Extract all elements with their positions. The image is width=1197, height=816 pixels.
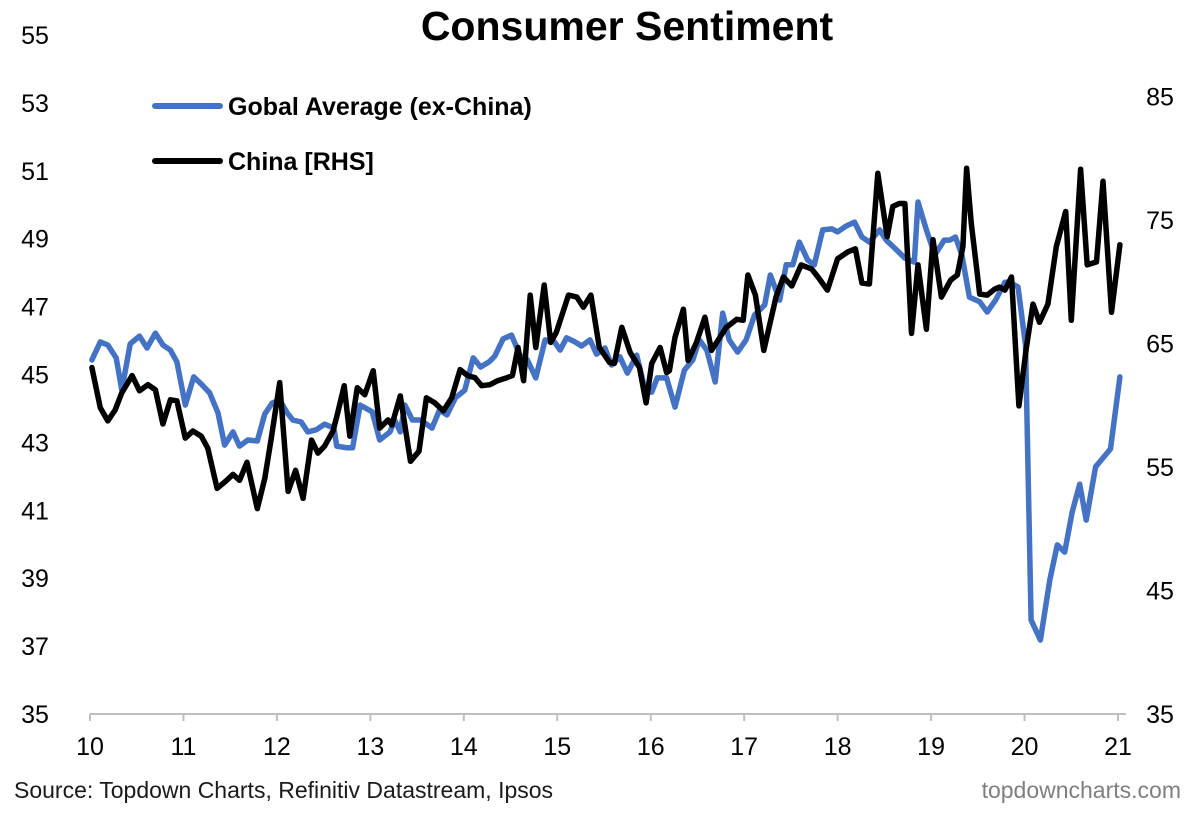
x-tick-label: 20 (1011, 733, 1039, 761)
x-tick-label: 19 (917, 733, 945, 761)
x-tick-label: 13 (356, 733, 384, 761)
y-left-tick-label: 49 (21, 226, 49, 254)
x-tick-label: 16 (637, 733, 665, 761)
y-right-tick-label: 55 (1146, 454, 1174, 482)
y-left-tick-label: 45 (21, 362, 49, 390)
x-tick-label: 18 (824, 733, 852, 761)
x-tick-label: 14 (450, 733, 478, 761)
y-left-tick-label: 37 (21, 633, 49, 661)
y-left-tick-label: 35 (21, 701, 49, 729)
y-left-tick-label: 43 (21, 429, 49, 457)
y-right-tick-label: 45 (1146, 578, 1174, 606)
x-tick-label: 11 (170, 733, 196, 761)
source-note: Source: Topdown Charts, Refinitiv Datast… (14, 777, 553, 803)
y-left-tick-label: 47 (21, 294, 49, 322)
series-line-china (89, 165, 1123, 512)
y-right-tick-label: 35 (1146, 701, 1174, 729)
series-line-global-average (89, 199, 1123, 643)
y-right-tick-label: 75 (1146, 207, 1174, 235)
right-y-axis: 85 75 65 55 45 35 (1146, 84, 1174, 729)
x-tick-label: 17 (730, 733, 758, 761)
y-left-tick-label: 39 (21, 565, 49, 593)
left-y-axis: 55 53 51 49 47 45 43 41 39 37 35 (21, 22, 49, 729)
chart-title: Consumer Sentiment (421, 3, 834, 49)
x-tick-label: 15 (543, 733, 571, 761)
y-left-tick-label: 41 (21, 497, 49, 525)
x-axis: 10 11 12 13 14 15 16 17 18 19 20 21 (76, 713, 1132, 761)
legend-label-global: Gobal Average (ex-China) (228, 93, 532, 121)
y-right-tick-label: 85 (1146, 84, 1174, 112)
brand-watermark: topdowncharts.com (982, 777, 1181, 803)
y-left-tick-label: 51 (21, 158, 49, 186)
y-right-tick-label: 65 (1146, 331, 1174, 359)
plot-area (89, 165, 1123, 643)
x-tick-label: 21 (1104, 733, 1132, 761)
x-tick-label: 12 (263, 733, 291, 761)
legend-label-china: China [RHS] (228, 148, 374, 176)
x-tick-label: 10 (76, 733, 104, 761)
y-left-tick-label: 53 (21, 90, 49, 118)
y-left-tick-label: 55 (21, 22, 49, 50)
legend: Gobal Average (ex-China) China [RHS] (152, 93, 532, 176)
